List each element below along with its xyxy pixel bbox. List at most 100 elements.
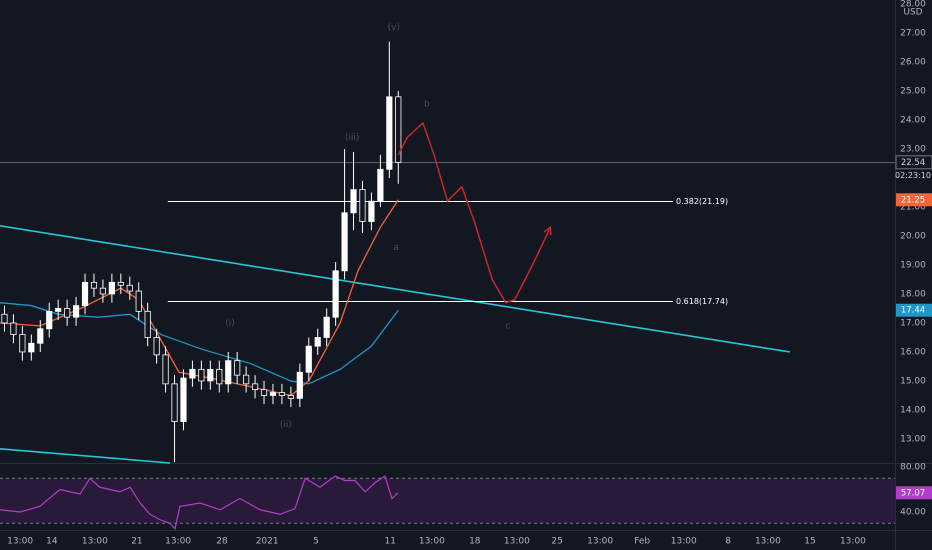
candle-body <box>243 374 250 385</box>
candle-body <box>225 360 232 385</box>
x-tick-label: 13:00 <box>165 537 191 547</box>
x-tick-label: 13:00 <box>671 537 697 547</box>
x-tick-label: 13:00 <box>419 537 445 547</box>
x-tick-label: 14 <box>46 537 58 547</box>
x-tick-label: 25 <box>551 537 562 547</box>
x-tick-label: 13:00 <box>504 537 530 547</box>
x-tick-label: 11 <box>384 537 395 547</box>
candle-body <box>108 281 115 295</box>
wave-label: b <box>424 100 430 110</box>
candle-body <box>28 342 35 353</box>
projection-arrowhead <box>543 225 552 236</box>
price-badge <box>896 303 932 317</box>
candle-body <box>135 290 142 312</box>
x-tick-label: 15 <box>804 537 815 547</box>
x-tick-label: 18 <box>469 537 481 547</box>
x-tick-label: 13:00 <box>840 537 866 547</box>
y-tick-label: 17.00 <box>900 318 926 328</box>
candle-body <box>55 308 62 312</box>
candle-body <box>153 337 160 356</box>
x-tick-label: 28 <box>216 537 228 547</box>
y-tick-label: 25.00 <box>900 87 926 97</box>
price-badge <box>895 155 932 170</box>
rsi-tick-label: 40.00 <box>900 508 926 518</box>
rsi-band-fill <box>0 478 895 524</box>
y-tick-label: 24.00 <box>900 116 926 126</box>
wave-label: c <box>505 321 510 331</box>
candle-body <box>260 389 268 396</box>
x-tick-label: 2021 <box>256 537 279 547</box>
candle-body <box>72 305 80 318</box>
x-tick-label: 13:00 <box>82 537 108 547</box>
candle-body <box>198 368 205 382</box>
wave-label: (ii) <box>280 420 292 430</box>
candle-body <box>269 392 277 396</box>
candle-body <box>368 200 375 222</box>
candle-body <box>395 96 402 163</box>
price-badge <box>896 193 932 207</box>
candle-body <box>64 308 71 318</box>
candle-body <box>81 281 89 306</box>
candle-body <box>99 287 107 295</box>
price-badge-label: 17.44 <box>901 306 925 316</box>
y-tick-label: 19.00 <box>900 260 926 270</box>
candle-body <box>19 334 26 353</box>
candle-body <box>341 212 348 272</box>
candle-body <box>350 189 357 214</box>
candle-body <box>287 395 294 399</box>
countdown-badge <box>896 169 932 182</box>
candle-body <box>296 371 303 399</box>
candle-body <box>117 281 124 286</box>
candle-body <box>216 368 223 385</box>
candle-body <box>386 96 393 170</box>
candle-body <box>278 392 286 396</box>
y-tick-label: 14.00 <box>900 405 926 415</box>
candle-body <box>37 328 44 344</box>
candle-body <box>251 383 259 391</box>
candle-body <box>189 368 196 379</box>
x-tick-label: 5 <box>313 537 319 547</box>
candle-body <box>323 316 330 338</box>
price-badge-label: 22.54 <box>901 158 925 168</box>
y-tick-label: 16.00 <box>900 347 926 357</box>
candle-body <box>207 368 214 382</box>
candle-body <box>10 322 17 335</box>
rsi-line <box>0 475 399 531</box>
x-tick-label: 8 <box>725 537 731 547</box>
y-tick-label: 13.00 <box>900 434 926 444</box>
candle-body <box>90 281 98 289</box>
candle-body <box>332 270 339 318</box>
y-tick-label: 21.00 <box>900 203 926 213</box>
x-tick-label: Feb <box>634 537 650 547</box>
y-tick-label: 20.00 <box>900 231 926 241</box>
candle-body <box>46 310 53 330</box>
wave-label: (v) <box>388 23 400 33</box>
y-tick-label: 23.00 <box>900 145 926 155</box>
projection <box>397 122 552 304</box>
candle-body <box>144 310 151 338</box>
candle-body <box>305 345 312 373</box>
price-badge-label: 21.25 <box>901 195 925 205</box>
wave-label: a <box>393 243 399 253</box>
fib-label: 0.618(17.74) <box>676 297 728 306</box>
y-tick-label: 15.00 <box>900 376 926 386</box>
candle-body <box>377 168 384 202</box>
rsi-tick-label: 80.00 <box>900 463 926 473</box>
candle-body <box>359 189 366 222</box>
x-tick-label: 13:00 <box>7 537 33 547</box>
candle-body <box>1 313 8 324</box>
countdown-label: 02:23:10 <box>895 171 931 180</box>
candle-body <box>126 284 133 292</box>
y-tick-label: 18.00 <box>900 289 926 299</box>
wave-label: (i) <box>225 318 235 328</box>
candle-body <box>234 360 241 376</box>
y-tick-label: 27.00 <box>900 29 926 39</box>
candle-body <box>180 377 187 422</box>
y-tick-label: 26.00 <box>900 58 926 68</box>
y-tick-label: 28.00 <box>900 0 926 10</box>
price-badge <box>896 486 932 500</box>
candle-body <box>171 383 178 422</box>
x-tick-label: 13:00 <box>587 537 613 547</box>
